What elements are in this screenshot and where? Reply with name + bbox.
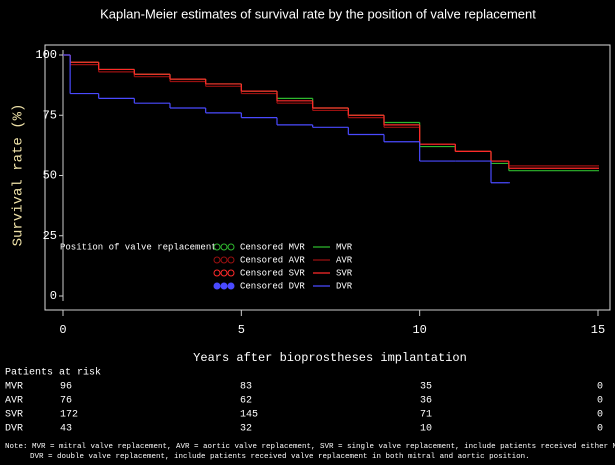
legend-title: Position of valve replacement <box>60 242 217 252</box>
risk-count: 62 <box>240 396 252 407</box>
risk-count: 71 <box>420 410 432 421</box>
risk-row-label: DVR <box>5 424 23 435</box>
risk-count: 172 <box>60 410 78 421</box>
y-tick-label: 100 <box>35 48 57 62</box>
risk-row-label: SVR <box>5 410 23 421</box>
plot-frame <box>44 44 611 311</box>
y-tick-label: 50 <box>43 169 57 183</box>
risk-count: 35 <box>420 382 432 393</box>
x-tick-label: 0 <box>59 323 66 337</box>
risk-count: 36 <box>420 396 432 407</box>
legend-label: MVR <box>336 242 353 252</box>
y-tick-label: 75 <box>43 108 57 122</box>
risk-table-title: Patients at risk <box>5 367 101 379</box>
censor-symbol <box>220 243 228 251</box>
risk-count: 0 <box>597 410 603 421</box>
y-axis-label: Survival rate (%) <box>11 104 27 247</box>
censor-symbol <box>213 269 221 277</box>
risk-count: 96 <box>60 382 72 393</box>
censor-symbol <box>220 282 228 290</box>
censor-symbol <box>213 282 221 290</box>
risk-count: 0 <box>597 382 603 393</box>
censor-symbol <box>213 256 221 264</box>
legend-label: Censored DVR <box>240 281 305 291</box>
chart-title: Kaplan-Meier estimates of survival rate … <box>100 6 536 21</box>
risk-count: 32 <box>240 424 252 435</box>
risk-count: 10 <box>420 424 432 435</box>
risk-row-label: AVR <box>5 396 23 407</box>
y-tick-label: 25 <box>43 229 57 243</box>
legend-label: SVR <box>336 268 353 278</box>
y-tick-label: 0 <box>50 289 57 303</box>
risk-count: 0 <box>597 396 603 407</box>
censor-symbol <box>220 269 228 277</box>
censor-symbol <box>227 282 235 290</box>
risk-count: 76 <box>60 396 72 407</box>
x-tick-label: 15 <box>591 323 605 337</box>
risk-count: 0 <box>597 424 603 435</box>
note: Note: MVR = mitral valve replacement, AV… <box>5 443 615 451</box>
risk-count: 83 <box>240 382 252 393</box>
legend-label: Censored MVR <box>240 242 305 252</box>
x-axis-label: Years after bioprostheses implantation <box>193 351 467 365</box>
x-tick-label: 10 <box>412 323 426 337</box>
censor-symbol <box>220 256 228 264</box>
censor-symbol <box>213 243 221 251</box>
legend-label: DVR <box>336 281 353 291</box>
legend-label: AVR <box>336 255 353 265</box>
censor-symbol <box>227 269 235 277</box>
x-tick-label: 5 <box>238 323 245 337</box>
risk-count: 43 <box>60 424 72 435</box>
risk-row-label: MVR <box>5 382 23 393</box>
censor-symbol <box>227 256 235 264</box>
risk-count: 145 <box>240 410 258 421</box>
censor-symbol <box>227 243 235 251</box>
legend-label: Censored AVR <box>240 255 305 265</box>
note: DVR = double valve replacement, include … <box>30 453 530 461</box>
legend-label: Censored SVR <box>240 268 305 278</box>
